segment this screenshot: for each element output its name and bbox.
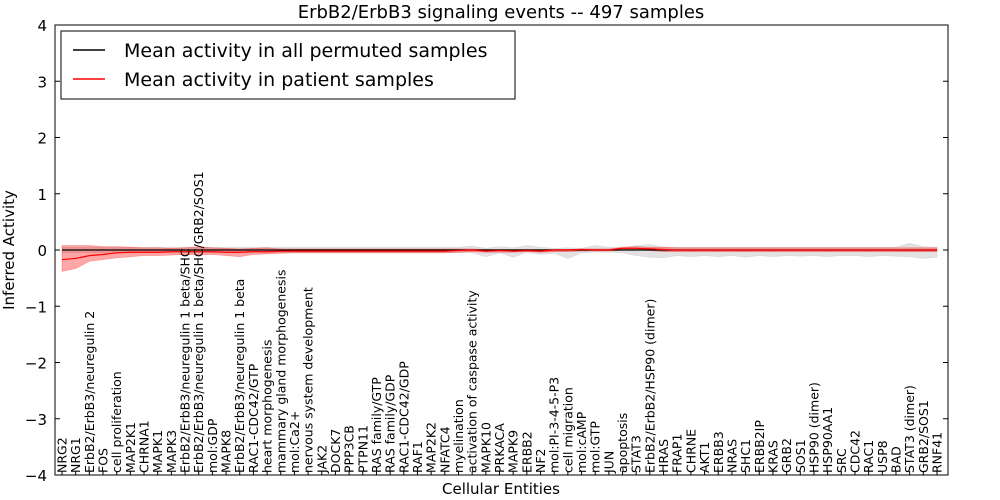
x-tick-label: ErbB2/ErbB3/neuregulin 1 beta/SHC/GRB2/S… — [191, 171, 206, 473]
x-tick-label: ErbB2/ErbB2/HSP90 (dimer) — [642, 299, 657, 473]
x-tick-label: NFATC4 — [437, 426, 452, 473]
x-tick-label: RAS family/GDP — [383, 374, 398, 473]
x-tick-label: ErbB2/ErbB3/neuregulin 1 beta/SHC — [178, 248, 193, 473]
x-tick-label: USP8 — [875, 440, 890, 473]
x-tick-label: mol:cAMP — [574, 411, 589, 473]
x-tick-label: MAP2K1 — [123, 422, 138, 473]
x-tick-label: activation of caspase activity — [465, 290, 480, 473]
legend-label-patient: Mean activity in patient samples — [124, 69, 434, 91]
series-lines — [61, 247, 937, 261]
x-tick-label: RAF1 — [410, 441, 425, 473]
x-tick-label: PRKACA — [492, 423, 507, 473]
x-tick-label: CHRNE — [683, 429, 698, 473]
x-tick-label: mol:Ca2+ — [287, 411, 302, 473]
y-tick-label: −2 — [25, 355, 47, 373]
x-tick-label: mol:GTP — [588, 421, 603, 473]
legend-box — [60, 30, 516, 100]
chart-title: ErbB2/ErbB3 signaling events -- 497 samp… — [298, 2, 705, 23]
x-tick-label: AKT1 — [697, 442, 712, 473]
x-tick-label: FRAP1 — [670, 434, 685, 473]
x-tick-label: ERBB2 — [519, 431, 534, 473]
x-tick-label: mol:PI-3-4-5-P3 — [547, 377, 562, 473]
x-tick-label: KRAS — [765, 440, 780, 473]
x-tick-label: MAPK9 — [506, 430, 521, 473]
x-tick-label: RAS family/GTP — [369, 377, 384, 473]
x-tick-label: MAPK1 — [150, 430, 165, 473]
x-tick-label: PTPN11 — [355, 425, 370, 473]
x-tick-label: HSP90 (dimer) — [806, 382, 821, 473]
x-tick-label: JAK2 — [314, 445, 329, 474]
x-tick-label: MAP2K2 — [424, 422, 439, 473]
x-tick-label: JUN — [601, 451, 616, 474]
legend-label-permuted: Mean activity in all permuted samples — [124, 40, 487, 62]
legend: Mean activity in all permuted samples Me… — [60, 30, 516, 100]
x-tick-label: STAT3 (dimer) — [902, 385, 917, 473]
y-axis: −4 −3 −2 −1 0 1 2 3 4 — [25, 17, 948, 485]
x-tick-label: NF2 — [533, 449, 548, 474]
x-tick-label: heart morphogenesis — [260, 340, 275, 474]
y-tick-label: −3 — [25, 411, 47, 429]
x-tick-label: ErbB2/ErbB3/neuregulin 1 beta — [232, 279, 247, 473]
y-axis-label: Inferred Activity — [0, 190, 18, 310]
x-tick-label: SOS1 — [793, 439, 808, 473]
x-tick-label: nervous system development — [301, 287, 316, 473]
x-tick-label: myelination — [451, 399, 466, 473]
x-tick-label: HSP90AA1 — [820, 407, 835, 473]
y-tick-label: −1 — [25, 298, 47, 316]
x-tick-label: NRAS — [724, 439, 739, 473]
y-tick-label: 4 — [37, 17, 47, 35]
x-tick-label: SHC1 — [738, 439, 753, 473]
x-tick-label: mol:GDP — [205, 418, 220, 473]
x-tick-label: apoptosis — [615, 413, 630, 473]
x-tick-label: mammary gland morphogenesis — [273, 270, 288, 473]
y-tick-label: −4 — [25, 467, 47, 485]
y-tick-label: 3 — [37, 73, 47, 91]
x-tick-label: CHRNA1 — [137, 420, 152, 473]
x-tick-label: ErbB2/ErbB3/neuregulin 2 — [82, 311, 97, 473]
x-tick-label: RAC1 — [861, 440, 876, 473]
x-tick-label: GRB2/SOS1 — [916, 400, 931, 473]
x-tick-label: cell proliferation — [109, 371, 124, 473]
x-tick-label: SRC — [834, 448, 849, 473]
x-tick-label: MAPK3 — [164, 430, 179, 473]
x-tick-label: RAC1-CDC42/GTP — [246, 363, 261, 473]
y-tick-label: 1 — [37, 186, 47, 204]
x-tick-label: DOCK7 — [328, 429, 343, 473]
y-tick-label: 2 — [37, 130, 47, 148]
x-tick-label: BAD — [888, 446, 903, 473]
x-axis-label: Cellular Entities — [442, 480, 560, 498]
x-tick-label: HRAS — [656, 439, 671, 473]
band-patient — [61, 245, 938, 272]
x-tick-label: ERBB2IP — [752, 420, 767, 473]
x-tick-label: NRG1 — [68, 437, 83, 473]
x-tick-label: MAPK10 — [478, 422, 493, 473]
x-tick-label: ERBB3 — [711, 431, 726, 473]
line-patient — [61, 247, 937, 261]
x-tick-label: CDC42 — [847, 430, 862, 473]
x-tick-label: GRB2 — [779, 438, 794, 473]
x-tick-label: STAT3 — [629, 435, 644, 473]
x-tick-label: cell migration — [560, 387, 575, 473]
x-tick-label: MAPK8 — [219, 430, 234, 473]
x-tick-label: PPP3CB — [342, 425, 357, 473]
x-tick-label: NRG2 — [55, 437, 70, 473]
x-tick-label: RNF41 — [930, 432, 945, 473]
y-tick-label: 0 — [37, 242, 47, 260]
x-tick-label: FOS — [96, 448, 111, 473]
x-tick-label: RAC1-CDC42/GDP — [396, 361, 411, 473]
